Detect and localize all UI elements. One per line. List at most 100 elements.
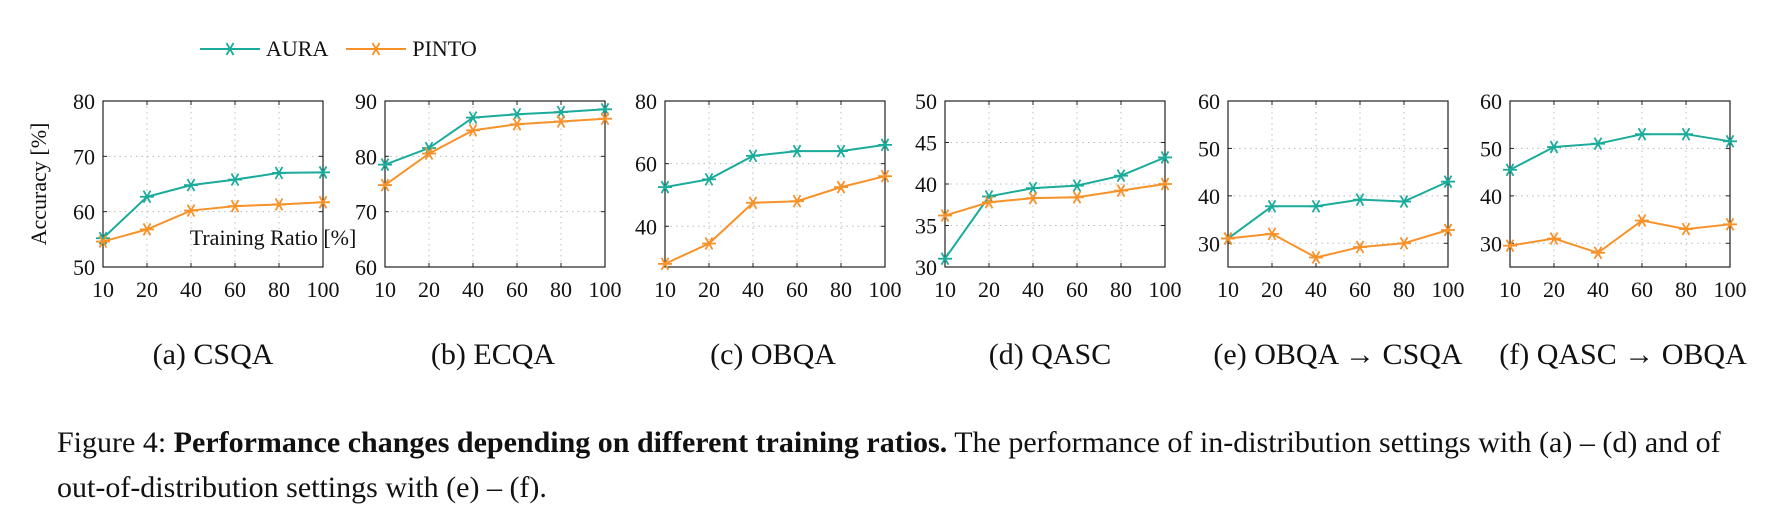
marker-stroke [748, 149, 758, 163]
y-tick-label: 50 [73, 255, 95, 280]
data-point-pinto [1723, 217, 1737, 231]
marker-stroke [424, 147, 434, 161]
marker-stroke [424, 141, 434, 155]
data-point-aura [378, 158, 392, 172]
x-tick-label: 60 [786, 277, 808, 302]
x-tick-label: 10 [374, 277, 396, 302]
marker-stroke [556, 115, 566, 128]
x-tick-label: 60 [1631, 277, 1653, 302]
data-point-aura [1026, 181, 1040, 195]
marker-stroke [792, 194, 802, 208]
marker-stroke [880, 138, 890, 152]
marker-stroke [1681, 127, 1691, 141]
chart-panel-3: 10 20 40 60 80 100 30 35 40 45 50 [915, 89, 1182, 302]
marker-stroke [98, 235, 108, 249]
data-point-pinto [938, 209, 952, 222]
marker-stroke [1160, 150, 1170, 164]
marker-stroke [1681, 222, 1691, 236]
data-point-aura [1158, 150, 1172, 164]
marker-stroke [1072, 179, 1082, 193]
subcaption-c: (c) OBQA [710, 338, 836, 371]
y-tick-label: 70 [73, 144, 95, 169]
data-point-aura [1397, 195, 1411, 209]
data-point-aura [510, 107, 524, 121]
marker-stroke [230, 199, 240, 213]
data-point-pinto [272, 198, 286, 211]
x-tick-label: 40 [1305, 277, 1327, 302]
marker-stroke [1505, 163, 1515, 177]
data-point-aura [658, 180, 672, 194]
x-tick-label: 100 [1149, 277, 1182, 302]
data-point-pinto [878, 169, 892, 183]
data-point-pinto [466, 123, 480, 137]
data-point-pinto [834, 180, 848, 194]
series-line-aura [102, 171, 324, 239]
data-point-aura [1547, 140, 1561, 154]
data-point-pinto [96, 235, 110, 249]
data-point-pinto [378, 178, 392, 192]
data-point-pinto [1353, 240, 1367, 254]
marker-stroke [380, 178, 390, 192]
x-tick-label: 80 [268, 277, 290, 302]
data-point-aura [982, 189, 996, 203]
subcaption-d: (d) QASC [988, 338, 1112, 371]
data-point-aura [834, 144, 848, 158]
marker-stroke [230, 173, 240, 187]
data-point-pinto [1397, 236, 1411, 250]
data-point-aura [1309, 199, 1323, 213]
marker-stroke [1637, 214, 1647, 227]
x-tick-label: 20 [1261, 277, 1283, 302]
y-tick-label: 60 [635, 152, 657, 177]
y-tick-label: 50 [915, 89, 937, 114]
legend-label-pinto: PINTO [412, 36, 477, 61]
x-tick-label: 10 [92, 277, 114, 302]
marker-stroke [142, 222, 152, 236]
data-point-pinto [790, 194, 804, 208]
x-tick-label: 20 [1543, 277, 1565, 302]
data-point-aura [746, 149, 760, 163]
y-tick-label: 30 [915, 255, 937, 280]
legend-item-pinto: PINTO [346, 36, 477, 62]
subcaption-e: (e) OBQA → CSQA [1213, 338, 1463, 371]
series-line-aura [664, 143, 886, 189]
marker-stroke [186, 204, 196, 218]
data-point-pinto [658, 257, 672, 271]
x-tick-label: 80 [830, 277, 852, 302]
marker-stroke [1593, 137, 1603, 151]
data-point-aura [1070, 179, 1084, 193]
marker-stroke [318, 195, 328, 209]
marker-stroke [512, 117, 522, 131]
chart-panel-0: 10 20 40 60 80 100 50 60 70 80 Accuracy [%] Trainin… [26, 89, 356, 302]
y-tick-label: 60 [73, 200, 95, 225]
x-tick-label: 10 [1499, 277, 1521, 302]
data-point-aura [228, 173, 242, 187]
figure-caption-body: The performance of in-distribution setti… [57, 426, 1721, 504]
figure: AURA PINTO 10 20 40 60 80 100 50 60 70 80 Accuracy… [0, 36, 1776, 378]
legend-swatch-pinto [346, 42, 407, 56]
data-point-aura [1503, 163, 1517, 177]
marker-stroke [318, 165, 328, 179]
series-line-aura [944, 156, 1166, 260]
data-point-aura [702, 172, 716, 186]
x-tick-label: 40 [1587, 277, 1609, 302]
data-point-pinto [1221, 232, 1235, 245]
plot-frame [1227, 100, 1449, 268]
data-point-aura [272, 166, 286, 180]
data-point-aura [1591, 137, 1605, 151]
marker-stroke [1028, 191, 1038, 205]
x-tick-label: 20 [418, 277, 440, 302]
series-line-pinto [664, 175, 886, 265]
figure-caption: Figure 4: Performance changes depending … [57, 420, 1737, 510]
y-tick-label: 45 [915, 131, 937, 156]
data-point-aura [938, 252, 952, 266]
y-tick-label: 80 [635, 89, 657, 114]
data-point-aura [184, 178, 198, 192]
x-tick-label: 40 [1022, 277, 1044, 302]
subfigure-captions: (a) CSQA (b) ECQA (c) OBQA (d) QASC (e) … [0, 338, 1776, 378]
series-line-pinto [1509, 219, 1731, 254]
x-tick-label: 80 [1110, 277, 1132, 302]
marker-stroke [1267, 227, 1277, 241]
marker-stroke [1072, 190, 1082, 204]
legend-label-aura: AURA [266, 36, 329, 61]
plot-frame [1509, 100, 1731, 268]
